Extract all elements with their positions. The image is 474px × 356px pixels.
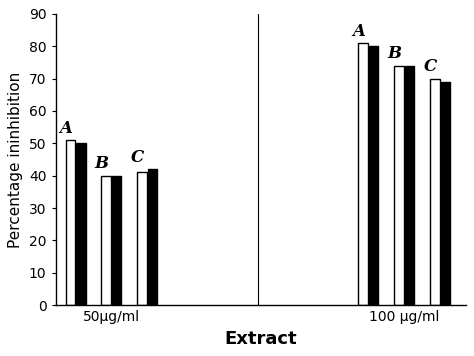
Bar xyxy=(65,140,75,305)
Y-axis label: Percentage ininhibition: Percentage ininhibition xyxy=(9,72,23,248)
Bar xyxy=(358,43,368,305)
Bar xyxy=(76,143,85,305)
Bar xyxy=(112,176,121,305)
Bar xyxy=(441,82,450,305)
Text: A: A xyxy=(59,120,72,137)
Text: A: A xyxy=(352,23,365,40)
Text: C: C xyxy=(131,149,144,166)
X-axis label: Extract: Extract xyxy=(224,330,297,348)
Text: B: B xyxy=(387,46,401,62)
Text: B: B xyxy=(94,156,109,173)
Bar xyxy=(369,46,378,305)
Bar xyxy=(101,176,111,305)
Bar xyxy=(430,79,440,305)
Bar xyxy=(405,66,414,305)
Text: C: C xyxy=(424,58,437,75)
Bar xyxy=(394,66,404,305)
Bar xyxy=(148,169,157,305)
Bar xyxy=(137,173,147,305)
